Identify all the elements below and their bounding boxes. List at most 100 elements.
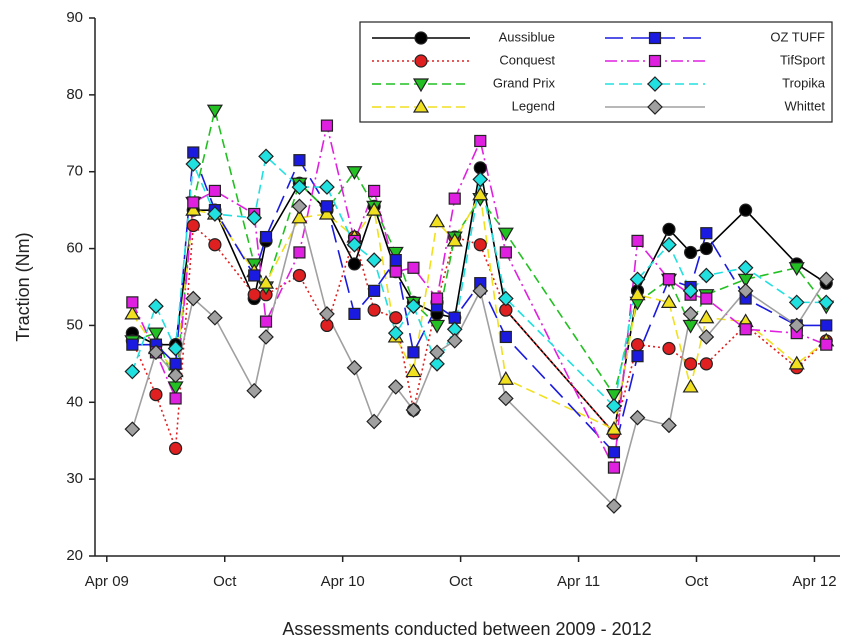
marker [207,309,223,326]
marker [661,417,677,434]
x-tick-label: Oct [213,573,237,590]
marker [348,307,361,320]
marker [320,200,334,213]
marker [366,252,382,268]
marker [208,184,222,198]
marker [259,315,273,328]
legend-label: Conquest [499,52,555,67]
marker [699,357,713,371]
marker [448,192,461,205]
y-tick-label: 30 [66,470,83,487]
marker [247,288,261,302]
marker [499,330,512,344]
marker [788,355,805,370]
marker [700,227,713,240]
marker [472,186,489,201]
legend-label: TifSport [780,52,825,67]
marker [430,292,444,305]
marker [412,78,430,93]
series-line [131,206,827,508]
marker [737,259,754,276]
marker [630,338,645,352]
marker [412,98,430,113]
marker [407,261,420,274]
marker [126,296,139,309]
marker [737,282,754,299]
marker [258,148,274,165]
marker [606,398,622,414]
marker [148,344,164,361]
x-tick-label: Oct [449,573,473,590]
marker [149,388,163,402]
marker [629,271,646,288]
marker [185,201,202,216]
marker [293,154,306,167]
legend-label: Whittet [785,98,826,113]
y-tick-label: 80 [66,86,83,103]
marker [257,274,275,289]
marker [389,265,402,278]
marker [497,390,514,407]
marker [291,209,308,224]
marker [248,269,261,282]
marker [682,319,699,334]
marker [739,203,753,217]
legend-label: Aussiblue [499,29,555,44]
x-tick-label: Apr 09 [85,573,129,590]
marker [208,238,222,252]
legend-label: Tropika [782,75,826,90]
marker [414,54,428,68]
marker [661,236,677,253]
marker [147,327,164,342]
legend-label: OZ TUFF [770,29,825,44]
marker [389,254,402,267]
y-tick-label: 90 [66,9,83,26]
marker [414,31,428,45]
marker [446,332,463,349]
marker [497,290,514,307]
marker [126,338,139,351]
x-tick-label: Apr 11 [557,573,600,590]
marker [169,392,182,405]
marker [662,273,676,286]
x-axis-label: Assessments conducted between 2009 - 201… [282,619,651,639]
marker [682,282,699,299]
marker [606,498,622,514]
y-tick-label: 20 [66,547,83,564]
marker [660,294,678,308]
marker [291,179,308,195]
marker [368,284,381,297]
marker [699,241,713,256]
marker [629,409,646,426]
y-tick-label: 60 [66,240,83,257]
marker [648,31,662,45]
marker [698,329,715,345]
marker [605,389,622,403]
marker [682,306,699,322]
marker [607,446,621,459]
marker [124,363,141,380]
marker [291,198,308,215]
marker [700,292,713,305]
marker [647,99,663,115]
series-line [131,167,827,435]
series-line [132,110,827,397]
marker [472,171,489,188]
marker [258,329,274,345]
marker [405,402,422,418]
marker [605,420,622,435]
marker [446,232,463,247]
marker [818,271,835,288]
marker [472,282,489,299]
marker [319,306,335,322]
x-tick-label: Apr 12 [792,573,836,590]
marker [367,303,381,317]
marker [820,338,833,351]
marker [148,298,164,315]
marker [698,309,715,324]
marker [662,341,676,356]
marker [259,230,273,244]
marker [739,323,752,336]
marker [387,246,404,261]
marker [631,234,644,247]
